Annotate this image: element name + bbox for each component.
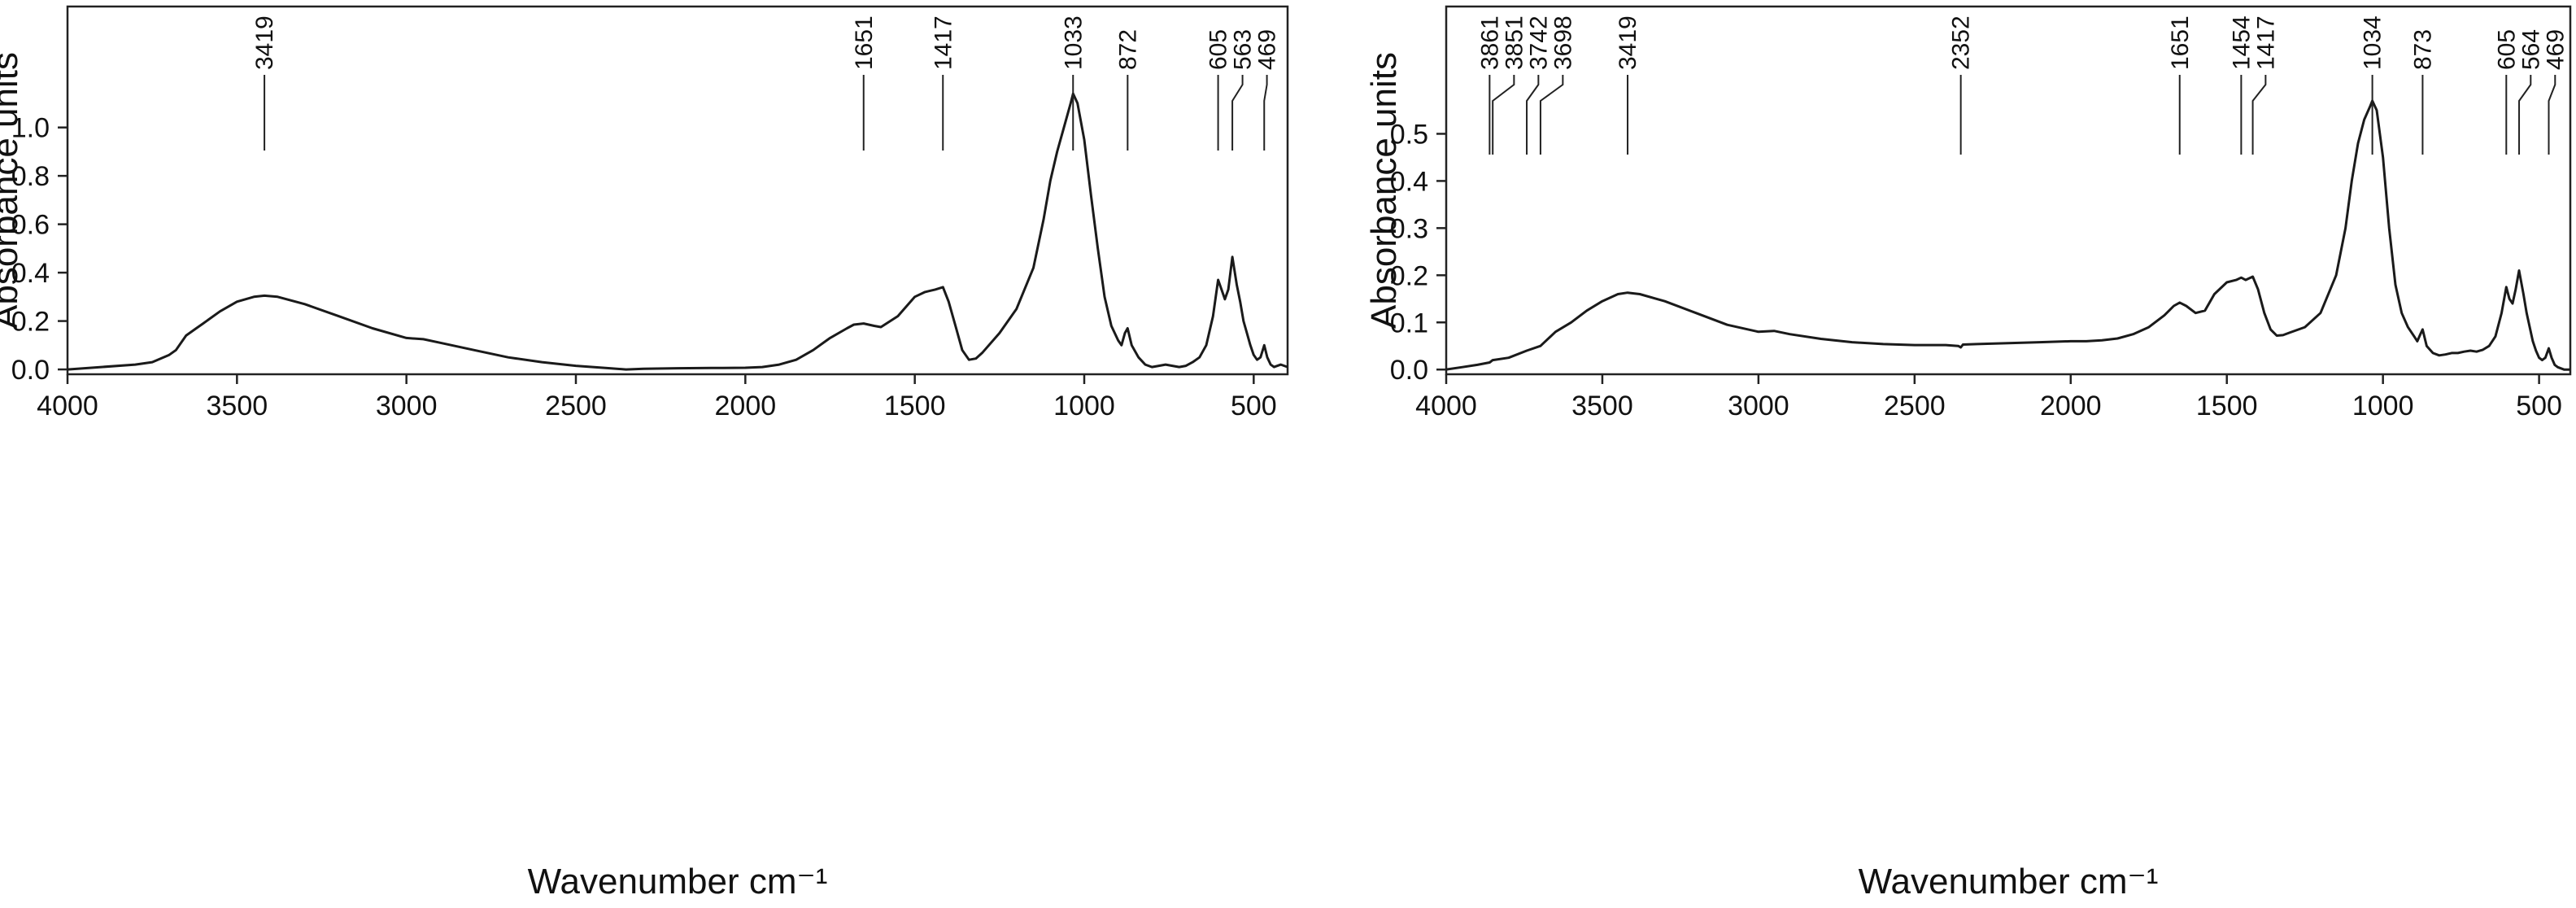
peak-marker-line	[2251, 75, 2267, 155]
y-axis-label: Absorbance units	[0, 52, 25, 329]
peak-label: 605	[2493, 29, 2520, 70]
spectrum-line-1	[1445, 99, 2570, 371]
y-tick-label: 0.4	[11, 258, 50, 289]
peak-label: 1417	[930, 15, 957, 70]
y-tick-label: 1.0	[11, 113, 50, 144]
peak-marker-line	[2548, 75, 2556, 155]
peak-label: 564	[2517, 29, 2544, 70]
peak-label: 2352	[1948, 15, 1975, 70]
y-tick-label: 0.0	[11, 355, 50, 386]
peak-label: 1651	[2167, 15, 2194, 70]
x-tick-label: 4000	[1415, 391, 1477, 421]
chart-panel-1: 4000 3500 3000 2500 2000 1500 1000 500 0.0 0.2 0.4…	[0, 5, 1289, 901]
peak-marker-line	[1263, 75, 1268, 151]
peak-label: 3851	[1501, 15, 1528, 70]
x-tick-label: 3000	[376, 391, 438, 421]
x-tick-label: 3000	[1728, 391, 1789, 421]
x-tick-label: 1500	[884, 391, 946, 421]
peak-marker-line	[1231, 75, 1244, 151]
y-tick-label: 0.4	[1390, 166, 1428, 197]
y-tick-label: 0.8	[11, 161, 50, 192]
x-axis-label: Wavenumber cm⁻¹	[528, 862, 828, 901]
y-tick-label: 0.2	[1390, 260, 1428, 291]
peak-label: 1454	[2228, 15, 2255, 70]
peak-label: 3419	[251, 15, 278, 70]
peak-marker-line	[2518, 75, 2532, 155]
peak-marker-line	[1492, 75, 1515, 155]
spectrum-line-1	[67, 92, 1288, 371]
peak-label: 873	[2409, 29, 2436, 70]
peak-label: 3419	[1615, 15, 1641, 70]
x-tick-label: 2000	[2040, 391, 2102, 421]
peak-label: 605	[1205, 29, 1232, 70]
peak-label: 1417	[2252, 15, 2279, 70]
x-tick-label: 1000	[1053, 391, 1115, 421]
peak-label: 563	[1230, 29, 1257, 70]
y-tick-label: 0.3	[1390, 213, 1428, 244]
peak-label: 3861	[1476, 15, 1503, 70]
peak-label: 1033	[1060, 15, 1087, 70]
chart-panel-2: 4000 3500 3000 2500 2000 1500 1000 500 0.0 0.1 0.2…	[1364, 5, 2572, 901]
x-axis-label: Wavenumber cm⁻¹	[1859, 862, 2159, 901]
peak-label: 3742	[1525, 15, 1552, 70]
x-tick-label: 2000	[715, 391, 777, 421]
x-tick-label: 2500	[545, 391, 607, 421]
peak-label: 469	[2542, 29, 2569, 70]
x-tick-label: 1000	[2352, 391, 2414, 421]
x-tick-label: 3500	[207, 391, 268, 421]
y-axis-label: Absorbance units	[1364, 52, 1404, 329]
y-tick-label: 0.6	[11, 210, 50, 241]
peak-label: 1034	[2360, 15, 2386, 70]
peak-label: 1651	[851, 15, 878, 70]
y-tick-label: 0.2	[11, 307, 50, 338]
peak-label: 469	[1254, 29, 1281, 70]
plot-frame	[66, 5, 1289, 376]
x-tick-label: 1500	[2196, 391, 2258, 421]
x-tick-label: 500	[2516, 391, 2562, 421]
peak-marker-line	[1539, 75, 1564, 155]
x-tick-label: 2500	[1884, 391, 1946, 421]
peak-label: 3698	[1550, 15, 1576, 70]
y-tick-label: 0.0	[1390, 355, 1428, 386]
y-tick-label: 0.5	[1390, 119, 1428, 150]
peak-marker-line	[1526, 75, 1540, 155]
x-tick-label: 3500	[1571, 391, 1633, 421]
plot-frame	[1445, 5, 2572, 376]
x-tick-label: 4000	[37, 391, 98, 421]
peak-label: 872	[1114, 29, 1141, 70]
x-tick-label: 500	[1231, 391, 1277, 421]
y-tick-label: 0.1	[1390, 308, 1428, 338]
